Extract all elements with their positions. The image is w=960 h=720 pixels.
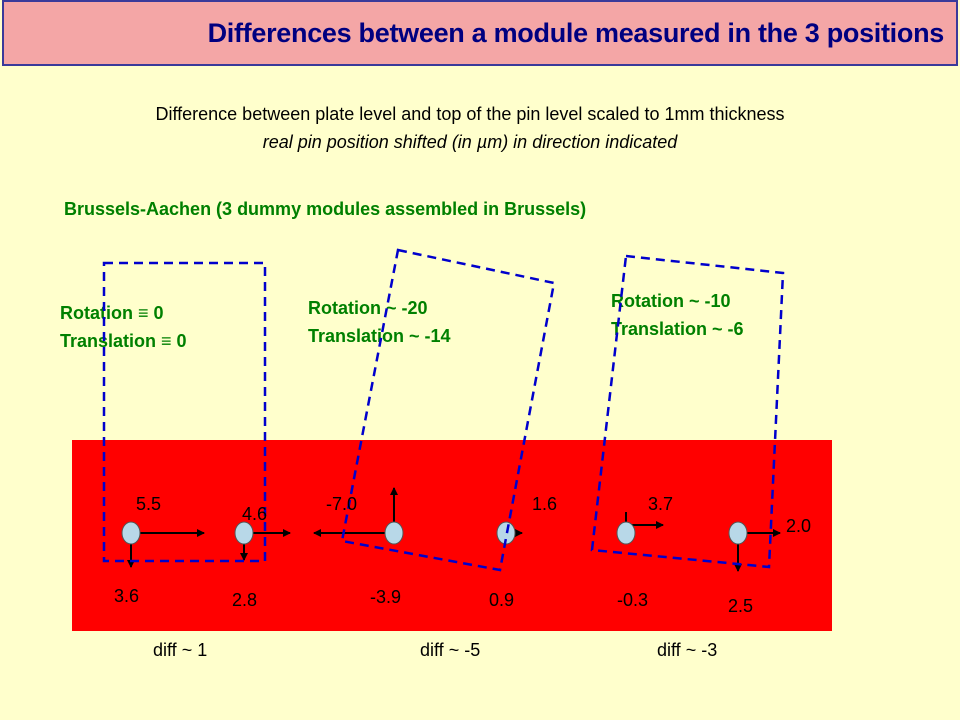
position-1-pins xyxy=(121,521,291,568)
value-label: -0.3 xyxy=(617,590,649,610)
value-label: -7.0 xyxy=(326,494,358,514)
subtitle-line-1: Difference between plate level and top o… xyxy=(155,104,785,124)
value-label: 5.5 xyxy=(136,494,162,514)
position-3-pins xyxy=(616,512,781,572)
rotation-label: Rotation ~ -10 xyxy=(611,291,731,311)
rotation-label: Rotation ~ -20 xyxy=(308,298,428,318)
translation-label: Translation ~ -14 xyxy=(308,326,451,346)
value-label: 2.8 xyxy=(232,590,258,610)
module-outline-position-2 xyxy=(340,248,556,572)
section-title: Brussels-Aachen (3 dummy modules assembl… xyxy=(64,199,587,219)
value-label: 4.6 xyxy=(242,504,268,524)
pin xyxy=(234,521,254,545)
rotation-label: Rotation ≡ 0 xyxy=(60,303,164,323)
subtitle-line-2: real pin position shifted (in µm) in dir… xyxy=(262,132,678,152)
module-outline-position-3 xyxy=(590,254,785,569)
annotation-position-2: Rotation ~ -20 Translation ~ -14 xyxy=(308,294,451,350)
translation-label: Translation ≡ 0 xyxy=(60,331,187,351)
value-label: 2.0 xyxy=(786,516,812,536)
value-label: -3.9 xyxy=(370,587,402,607)
value-label: 3.7 xyxy=(648,494,674,514)
pin xyxy=(121,521,141,545)
diff-label-position-1: diff ~ 1 xyxy=(153,640,208,660)
pin xyxy=(384,521,404,545)
value-label: 3.6 xyxy=(114,586,140,606)
pin xyxy=(728,521,748,545)
annotation-position-1: Rotation ≡ 0 Translation ≡ 0 xyxy=(60,299,187,355)
value-label: 2.5 xyxy=(728,596,754,616)
diff-label-position-2: diff ~ -5 xyxy=(420,640,481,660)
translation-label: Translation ~ -6 xyxy=(611,319,744,339)
diff-label-position-3: diff ~ -3 xyxy=(657,640,718,660)
annotation-position-3: Rotation ~ -10 Translation ~ -6 xyxy=(611,287,744,343)
title-bar: Differences between a module measured in… xyxy=(2,0,958,66)
value-label: 1.6 xyxy=(532,494,558,514)
page-title: Differences between a module measured in… xyxy=(207,18,945,48)
module-outline-position-1 xyxy=(102,261,267,563)
value-label: 0.9 xyxy=(489,590,515,610)
position-2-pins xyxy=(313,487,523,545)
pin xyxy=(616,521,636,545)
